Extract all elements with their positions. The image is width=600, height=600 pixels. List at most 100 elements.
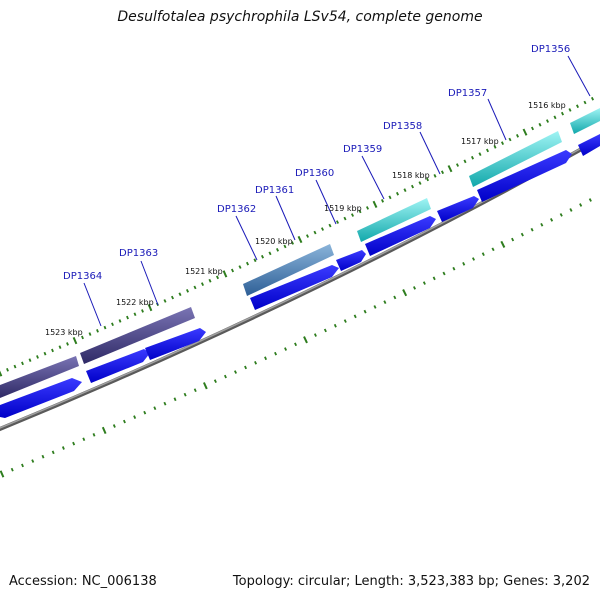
gene-label-dp1357[interactable]: DP1357 <box>448 88 487 99</box>
minor-tick <box>393 295 397 300</box>
minor-tick <box>274 351 278 356</box>
accession-text: Accession: NC_006138 <box>9 574 157 589</box>
minor-tick <box>244 365 248 370</box>
minor-tick <box>103 325 107 330</box>
minor-tick <box>383 300 387 304</box>
minor-tick <box>36 355 39 359</box>
minor-tick <box>193 388 197 393</box>
gene-label-dp1362[interactable]: DP1362 <box>217 204 256 215</box>
map-title: Desulfotalea psychrophila LSv54, complet… <box>117 9 483 25</box>
minor-tick <box>313 230 317 235</box>
minor-tick <box>328 223 332 228</box>
minor-tick <box>353 314 357 319</box>
minor-tick <box>350 213 355 217</box>
minor-tick <box>343 216 347 221</box>
kbp-label: 1522 kbp <box>116 298 154 307</box>
minor-tick <box>13 364 17 369</box>
major-tick <box>303 336 308 344</box>
minor-tick <box>410 184 415 189</box>
minor-tick <box>550 217 554 222</box>
kbp-label: 1523 kbp <box>45 328 83 337</box>
gene-bar-dp1357 <box>469 131 562 187</box>
minor-tick <box>343 319 347 323</box>
gene-label-dp1361[interactable]: DP1361 <box>255 185 294 196</box>
minor-tick <box>363 309 367 314</box>
cds-arrow <box>477 150 572 202</box>
minor-tick <box>112 424 116 428</box>
minor-tick <box>320 227 325 231</box>
minor-tick <box>290 241 295 245</box>
minor-tick <box>21 463 24 468</box>
minor-tick <box>72 441 76 446</box>
minor-tick <box>88 332 92 336</box>
minor-tick <box>51 450 55 455</box>
minor-tick <box>452 266 456 271</box>
major-tick <box>402 289 408 297</box>
minor-tick <box>118 319 122 323</box>
minor-tick <box>530 227 534 232</box>
minor-tick <box>283 244 287 249</box>
minor-tick <box>515 134 520 138</box>
minor-tick <box>81 335 84 340</box>
minor-tick <box>553 115 557 120</box>
minor-tick <box>183 392 187 397</box>
kbp-label: 1520 kbp <box>255 237 293 246</box>
major-tick <box>297 235 303 244</box>
minor-tick <box>28 358 32 362</box>
minor-tick <box>51 348 54 353</box>
minor-tick <box>284 347 288 351</box>
outer-tick-row <box>0 96 595 377</box>
major-tick <box>522 128 528 136</box>
minor-tick <box>569 208 573 212</box>
minor-tick <box>433 174 437 178</box>
minor-tick <box>268 251 272 256</box>
minor-tick <box>133 312 137 317</box>
minor-tick <box>153 406 157 411</box>
gene-label-dp1356[interactable]: DP1356 <box>531 44 570 55</box>
minor-tick <box>471 257 476 261</box>
minor-tick <box>294 342 298 347</box>
minor-tick <box>170 295 175 300</box>
major-tick <box>147 303 153 312</box>
minor-tick <box>432 276 436 281</box>
minor-tick <box>31 459 35 463</box>
major-tick <box>72 337 78 345</box>
gene-bar-dp1362 <box>243 244 334 296</box>
minor-tick <box>21 361 24 366</box>
gene-label-dp1360[interactable]: DP1360 <box>295 168 334 179</box>
minor-tick <box>395 191 400 196</box>
minor-tick <box>141 309 144 313</box>
minor-tick <box>500 141 505 145</box>
minor-tick <box>253 258 257 263</box>
inner-tick-row <box>0 198 592 478</box>
major-tick <box>447 165 453 173</box>
major-tick <box>372 200 378 209</box>
gene-label-leaders <box>83 55 591 327</box>
gene-label-dp1359[interactable]: DP1359 <box>343 144 382 155</box>
kbp-label: 1518 kbp <box>392 171 430 180</box>
minor-tick <box>388 195 392 200</box>
minor-tick <box>425 177 430 182</box>
cds-arrow <box>437 196 479 222</box>
minor-tick <box>579 203 583 207</box>
minor-tick <box>538 122 542 127</box>
minor-tick <box>478 152 482 156</box>
minor-tick <box>163 299 167 303</box>
major-tick <box>0 470 5 478</box>
kbp-labels: 1523 kbp 1522 kbp 1521 kbp 1520 kbp 1519… <box>45 101 566 337</box>
gene-label-dp1363[interactable]: DP1363 <box>119 248 158 259</box>
minor-tick <box>96 329 99 333</box>
minor-tick <box>520 232 524 237</box>
cds-arrow <box>0 378 82 418</box>
minor-tick <box>540 222 544 227</box>
major-tick <box>0 370 3 377</box>
minor-tick <box>583 100 587 105</box>
major-tick <box>500 240 506 248</box>
minor-tick <box>82 437 86 442</box>
gene-label-dp1358[interactable]: DP1358 <box>383 121 422 132</box>
minor-tick <box>470 155 475 160</box>
gene-label-dp1364[interactable]: DP1364 <box>63 271 102 282</box>
minor-tick <box>511 237 515 242</box>
minor-tick <box>463 159 467 164</box>
